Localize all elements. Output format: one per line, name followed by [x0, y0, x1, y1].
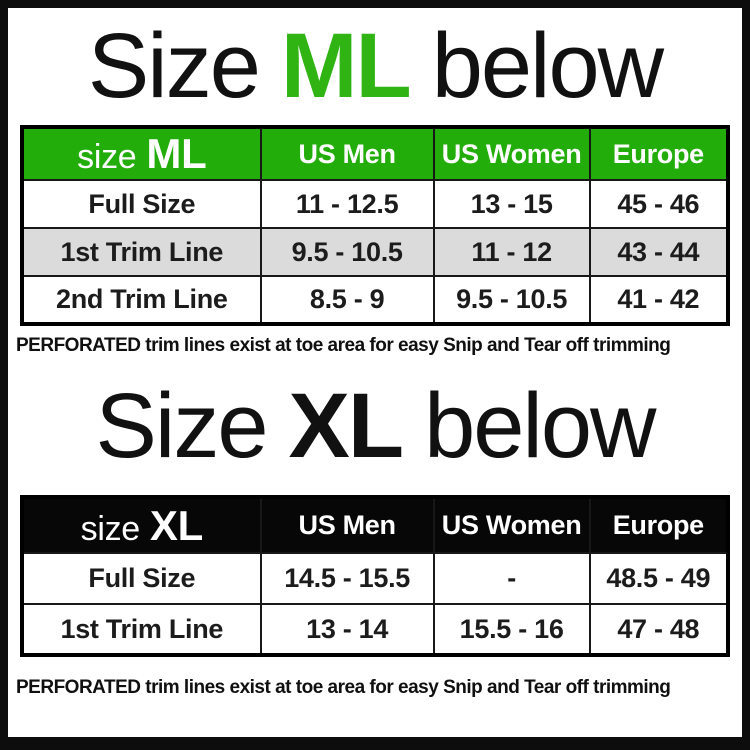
table-row: 1st Trim Line 9.5 - 10.5 11 - 12 43 - 44 [21, 227, 730, 277]
table-row: Full Size 11 - 12.5 13 - 15 45 - 46 [21, 179, 730, 229]
table-row: Full Size 14.5 - 15.5 - 48.5 - 49 [21, 552, 730, 605]
xl-table-header-row: size XL US Men US Women Europe [21, 496, 730, 554]
table-cell: 8.5 - 9 [259, 275, 435, 325]
size-word: size [77, 138, 137, 176]
table-cell: - [432, 552, 591, 605]
column-header-us-women: US Women [432, 126, 591, 181]
xl-title-suffix: below [424, 374, 656, 477]
size-code: XL [149, 501, 203, 549]
column-header-us-women: US Women [432, 496, 591, 554]
ml-title-prefix: Size [87, 15, 261, 117]
table-cell: 13 - 15 [432, 179, 591, 229]
column-header-europe: Europe [588, 496, 730, 554]
row-label: 1st Trim Line [21, 603, 262, 656]
ml-size-table: size ML US Men US Women Europe Full Size … [20, 125, 730, 326]
column-header-europe: Europe [588, 126, 730, 181]
xl-title-size-code: XL [288, 374, 405, 477]
row-label: Full Size [21, 179, 262, 229]
row-label: 2nd Trim Line [21, 275, 262, 325]
table-cell: 48.5 - 49 [588, 552, 730, 605]
perforated-note-xl: PERFORATED trim lines exist at toe area … [16, 677, 671, 698]
xl-size-header-cell: size XL [21, 496, 262, 554]
perforated-note-ml: PERFORATED trim lines exist at toe area … [16, 335, 671, 356]
size-code: ML [146, 130, 207, 177]
ml-title-suffix: below [431, 15, 664, 117]
table-cell: 9.5 - 10.5 [432, 275, 591, 325]
xl-title-prefix: Size [95, 374, 269, 477]
table-cell: 11 - 12.5 [259, 179, 435, 229]
row-label: Full Size [21, 552, 262, 605]
table-cell: 11 - 12 [432, 227, 591, 277]
column-header-us-men: US Men [259, 126, 435, 181]
table-cell: 13 - 14 [259, 603, 435, 656]
table-cell: 14.5 - 15.5 [259, 552, 435, 605]
ml-table-header-row: size ML US Men US Women Europe [21, 126, 730, 181]
table-row: 2nd Trim Line 8.5 - 9 9.5 - 10.5 41 - 42 [21, 275, 730, 325]
ml-size-header-cell: size ML [21, 126, 262, 181]
table-cell: 15.5 - 16 [432, 603, 591, 656]
ml-section-title: Size ML below [20, 8, 730, 125]
size-word: size [80, 509, 141, 548]
table-cell: 41 - 42 [588, 275, 730, 325]
table-cell: 47 - 48 [588, 603, 730, 656]
row-label: 1st Trim Line [21, 227, 262, 277]
table-cell: 9.5 - 10.5 [259, 227, 435, 277]
table-cell: 45 - 46 [588, 179, 730, 229]
column-header-us-men: US Men [259, 496, 435, 554]
table-cell: 43 - 44 [588, 227, 730, 277]
xl-size-table: size XL US Men US Women Europe Full Size … [20, 495, 730, 657]
ml-title-size-code: ML [280, 15, 412, 117]
table-row: 1st Trim Line 13 - 14 15.5 - 16 47 - 48 [21, 603, 730, 656]
xl-section-title: Size XL below [20, 357, 730, 495]
